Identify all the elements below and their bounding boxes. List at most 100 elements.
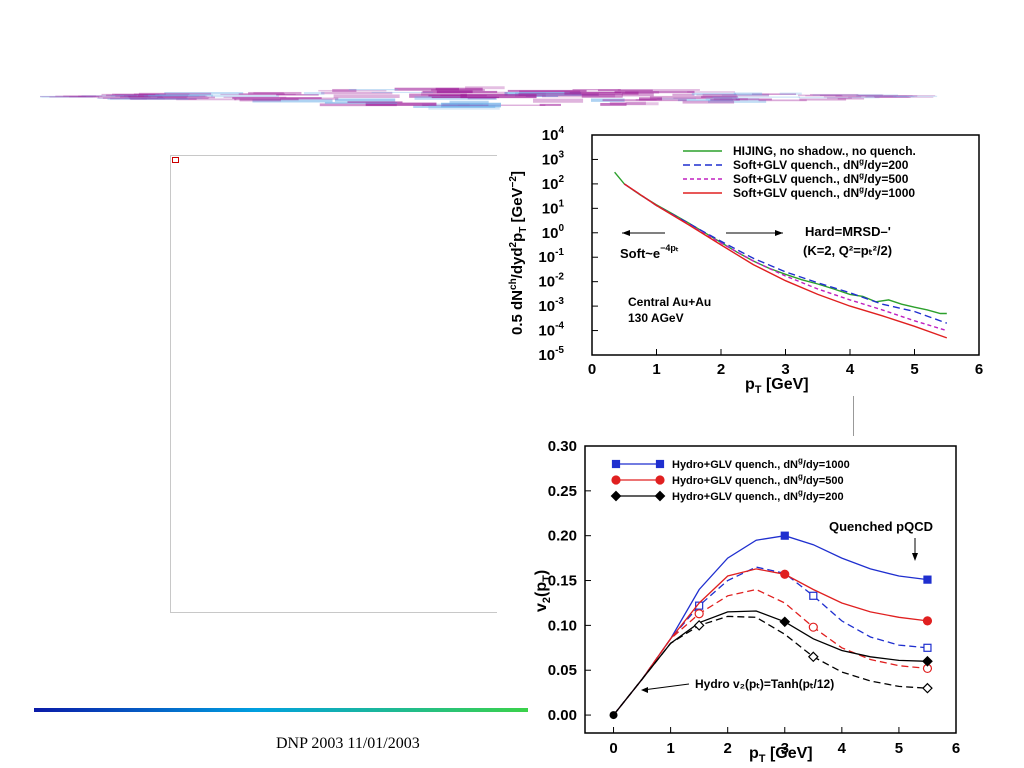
banner-stroke [138, 94, 189, 97]
banner-stroke [49, 96, 100, 98]
y-tick-label: 10-4 [538, 321, 564, 340]
banner-stroke [873, 96, 897, 98]
banner-stroke [457, 104, 546, 106]
legend-label: HIJING, no shadow., no quench. [733, 144, 916, 158]
broken-image-icon [172, 157, 179, 163]
banner-stroke [371, 91, 433, 93]
banner-stroke [827, 97, 852, 99]
banner-stroke [324, 101, 398, 104]
data-point [807, 651, 819, 663]
banner-stroke [129, 97, 165, 100]
banner-stroke [40, 95, 97, 97]
quenched-annotation: Quenched pQCD [829, 519, 933, 534]
banner-stroke [157, 97, 203, 99]
y-tick-label: 0.15 [548, 573, 577, 590]
banner-stroke [114, 94, 148, 96]
banner-stroke [176, 98, 237, 101]
series-line-3 [623, 183, 948, 339]
banner-stroke [303, 92, 325, 95]
banner-stroke [848, 96, 934, 98]
banner-stroke [332, 88, 357, 92]
plot-frame [584, 445, 957, 734]
divider-line [853, 396, 854, 436]
series-line-0 [614, 171, 947, 315]
banner-stroke [810, 93, 859, 96]
y-tick-label: 104 [542, 125, 565, 144]
spectra-chart: 0 1 2 3 4 5 6 10-5 10-4 10-3 10-2 10-1 100 101 102 103 1… [508, 125, 983, 396]
banner-stroke [148, 94, 214, 97]
banner-stroke [252, 99, 333, 103]
banner-stroke [649, 95, 737, 99]
banner-stroke [119, 94, 149, 97]
banner-stroke [893, 95, 915, 98]
footer-gradient-line [34, 708, 528, 712]
banner-stroke [465, 86, 505, 90]
banner-stroke [105, 94, 137, 97]
x-tick-label: 1 [666, 740, 674, 757]
banner-stroke [81, 95, 137, 97]
banner-stroke [710, 98, 740, 101]
banner-stroke [422, 104, 489, 106]
banner-stroke [702, 93, 770, 97]
data-point [611, 459, 621, 469]
banner-stroke [518, 93, 599, 96]
banner-stroke [837, 97, 865, 100]
banner-stroke [657, 97, 696, 100]
x-tick-label: 2 [717, 361, 725, 378]
y-tick-label: 10-2 [538, 272, 564, 291]
banner-stroke [735, 98, 772, 101]
x-axis-label: pT [GeV] [745, 376, 809, 396]
banner-stroke [129, 97, 210, 99]
banner-stroke [248, 91, 302, 95]
x-axis-label: pT [GeV] [749, 745, 813, 765]
banner-stroke [721, 94, 770, 96]
data-point [922, 616, 933, 626]
series-line-5 [612, 615, 928, 716]
y-tick-label: 0.00 [548, 707, 577, 724]
banner-stroke [133, 93, 166, 96]
data-point [611, 475, 621, 485]
banner-stroke [857, 95, 936, 97]
data-point [923, 643, 932, 652]
banner-stroke [157, 96, 215, 99]
banner-stroke [541, 94, 616, 98]
y-tick-label: 0.30 [548, 438, 577, 455]
x-tick-label: 0 [609, 740, 617, 757]
banner-stroke [232, 97, 322, 99]
footer-date: DNP 2003 11/01/2003 [276, 735, 420, 752]
banner-stroke [600, 103, 627, 106]
empty-image-frame [170, 155, 497, 613]
banner-stroke [211, 94, 280, 98]
banner-stroke [164, 92, 244, 95]
data-point [694, 609, 704, 619]
banner-stroke [98, 96, 187, 99]
legend-label: Hydro+GLV quench., dNg/dy=1000 [672, 456, 850, 471]
banner-stroke [713, 97, 748, 101]
series-line-2 [612, 568, 928, 716]
banner-stroke [866, 95, 938, 98]
data-point [808, 622, 818, 632]
series-line-1 [623, 183, 948, 324]
banner-stroke [115, 95, 163, 97]
banner-stroke [141, 98, 209, 100]
legend-label: Hydro+GLV quench., dNg/dy=200 [672, 488, 844, 503]
v2-chart: 0 1 2 3 4 5 6 0.00 0.05 0.10 0.15 0.20 0.25 0.30 Hydr… [533, 438, 960, 765]
banner-stroke [319, 103, 397, 107]
banner-stroke [143, 95, 171, 97]
banner-stroke [609, 101, 646, 105]
x-tick-label: 3 [781, 361, 789, 378]
x-tick-label: 6 [975, 361, 983, 378]
banner-stroke [120, 96, 163, 98]
banner-stroke [691, 92, 736, 96]
y-tick-label: 10-5 [538, 345, 564, 364]
banner-stroke [696, 94, 737, 96]
x-tick-label: 4 [838, 740, 847, 757]
banner-stroke [507, 89, 587, 92]
x-tick-label: 4 [846, 361, 855, 378]
y-tick-label: 0.20 [548, 528, 577, 545]
banner-stroke [467, 97, 496, 100]
banner-stroke [617, 89, 700, 91]
banner-stroke [123, 95, 150, 97]
banner-stroke [712, 96, 800, 98]
banner-stroke [144, 94, 200, 97]
